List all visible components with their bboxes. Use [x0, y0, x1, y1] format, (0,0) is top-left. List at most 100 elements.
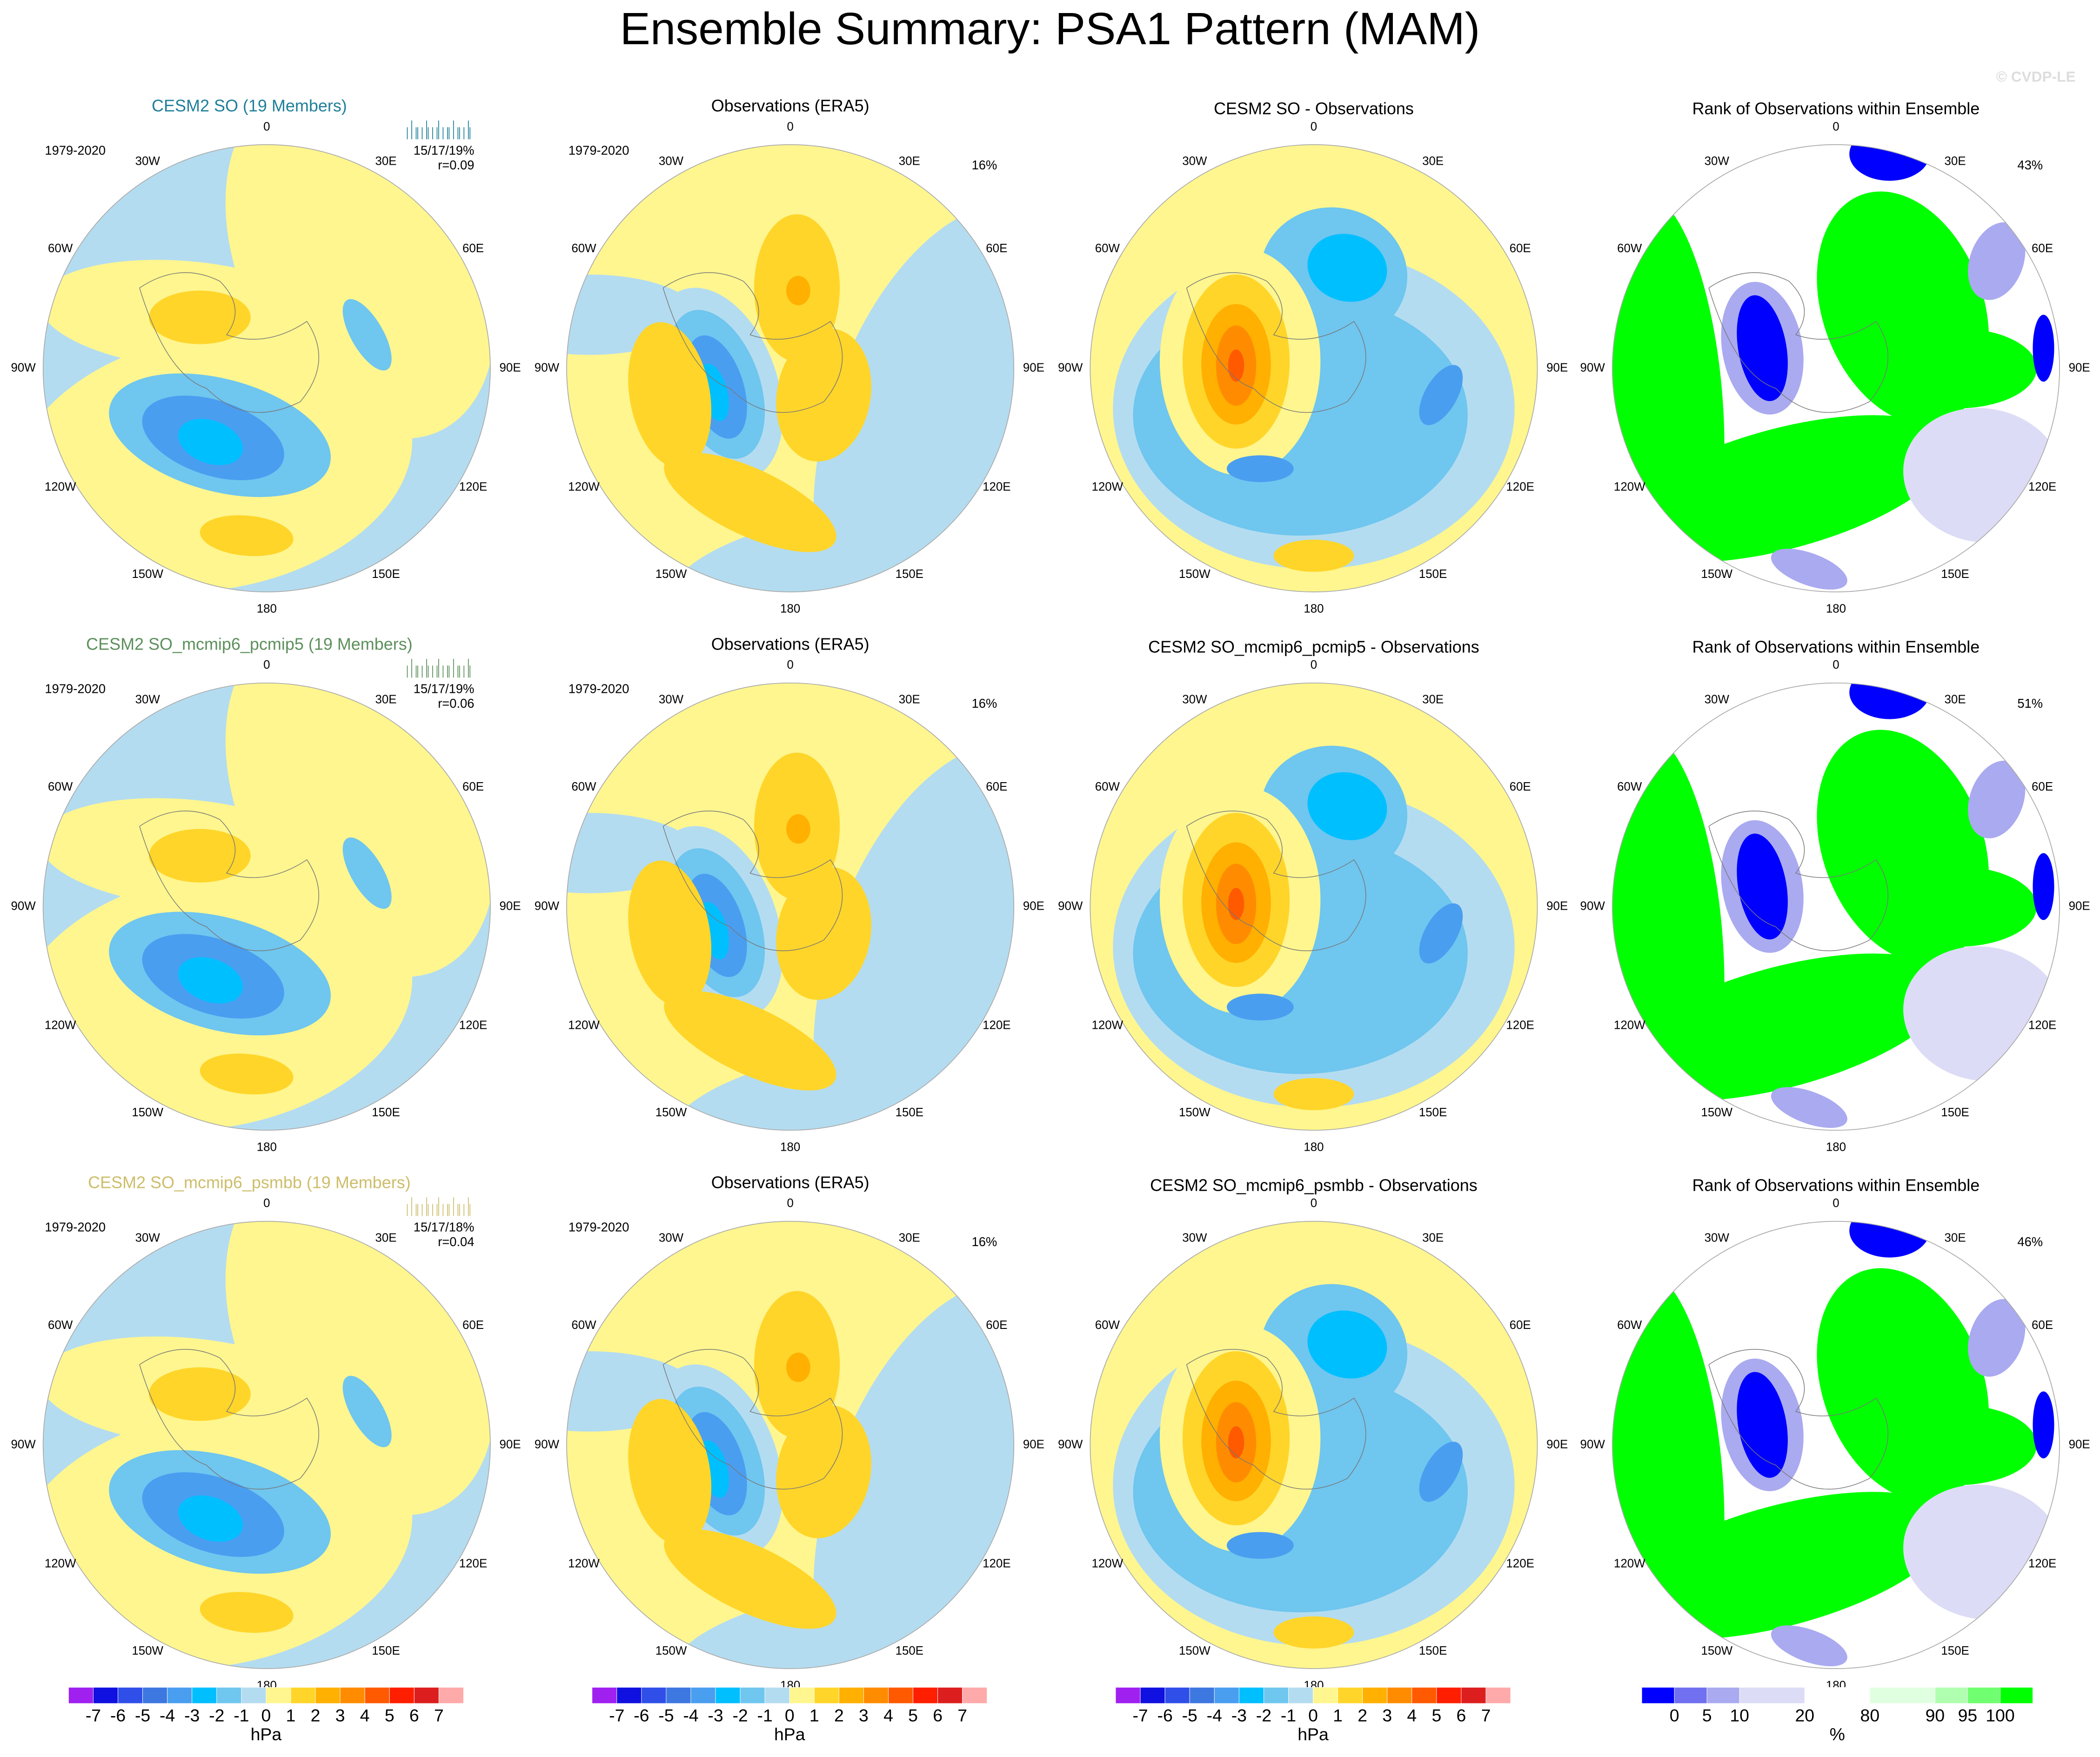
lon-label: 60E — [1510, 242, 1531, 255]
lon-label: 30E — [899, 1232, 920, 1245]
colorbar-box — [1115, 1687, 1141, 1704]
lon-label: 30E — [899, 693, 920, 706]
lon-label: 60W — [571, 1319, 596, 1332]
panel-title: Rank of Observations within Ensemble — [1692, 637, 1980, 656]
coastline — [1186, 272, 1366, 413]
lon-label: 150W — [1179, 1106, 1211, 1119]
colorbar-tick-label: 4 — [883, 1706, 893, 1725]
lon-label: 120W — [45, 480, 76, 493]
member-stats: 15/17/19% — [414, 143, 475, 157]
lon-label: 30E — [899, 155, 920, 168]
colorbar-tick-label: 3 — [335, 1706, 345, 1725]
colorbar-box — [690, 1687, 716, 1704]
pattern-region — [776, 329, 871, 462]
lon-label: 180 — [1304, 602, 1324, 615]
pattern-region — [1273, 1078, 1354, 1110]
colorbar-box — [789, 1687, 815, 1704]
colorbar-box — [1869, 1687, 1935, 1704]
pattern-region — [1849, 1221, 1930, 1258]
panel-title: CESM2 SO_mcmip6_pcmip5 - Observations — [1148, 637, 1479, 656]
lon-label: 120W — [1091, 1557, 1123, 1570]
lon-label: 180 — [1304, 1140, 1324, 1153]
lon-label: 120W — [1614, 480, 1645, 493]
colorbar-box — [118, 1687, 143, 1704]
pattern-region — [1228, 1426, 1244, 1459]
lon-label: 60W — [1617, 1319, 1642, 1332]
lon-label: 150W — [132, 1644, 163, 1657]
colorbar-box — [1967, 1687, 2000, 1704]
lon-label: 30W — [135, 693, 161, 706]
colorbar-box — [1338, 1687, 1363, 1704]
colorbar-tick-label: -3 — [1231, 1706, 1247, 1725]
map — [1612, 1221, 2060, 1669]
coastline — [1186, 811, 1366, 952]
lon-label: 60W — [1617, 242, 1642, 255]
map — [1090, 144, 1538, 592]
colorbar-unit: hPa — [251, 1724, 282, 1744]
colorbar-tick-label: 5 — [1431, 1706, 1441, 1725]
colorbar-box — [290, 1687, 316, 1704]
pattern-region — [149, 1367, 251, 1421]
pattern-region — [149, 290, 251, 344]
lon-label: 90E — [2069, 899, 2090, 912]
map-border — [566, 682, 1015, 1131]
lon-label: 30W — [1705, 155, 1730, 168]
percent: 16% — [972, 1234, 997, 1249]
lon-label: 60E — [1510, 780, 1531, 793]
colorbar-tick-label: -2 — [732, 1706, 748, 1725]
lon-label: 150W — [655, 568, 687, 581]
lon-label: 150E — [896, 568, 923, 581]
map-border — [1090, 144, 1538, 592]
lon-label: 60E — [462, 1319, 484, 1332]
lon-label: 120E — [983, 480, 1010, 493]
colorbar-tick-label: 7 — [434, 1706, 444, 1725]
colorbar-box — [641, 1687, 667, 1704]
panel-title: Observations (ERA5) — [711, 635, 869, 654]
colorbar-tick-label: 5 — [1702, 1706, 1712, 1725]
pattern-region — [1613, 1492, 1952, 1639]
colorbar-tick-label: 10 — [1730, 1706, 1749, 1725]
map-border — [1612, 1221, 2060, 1669]
pattern-region — [1968, 222, 2026, 300]
lon-label: 120E — [459, 480, 487, 493]
pattern-region — [178, 1495, 243, 1542]
colorbar-tick-label: 2 — [311, 1706, 321, 1725]
pattern-region — [1849, 683, 1930, 719]
colorbar-box — [93, 1687, 118, 1704]
colorbar-tick-label: 5 — [385, 1706, 395, 1725]
lon-label: 30W — [659, 693, 684, 706]
colorbar-box — [740, 1687, 765, 1704]
colorbar-box — [266, 1687, 291, 1704]
colorbar-tick-label: 6 — [1457, 1706, 1466, 1725]
lon-label: 150W — [655, 1644, 687, 1657]
pattern-region — [1419, 1442, 1463, 1502]
pattern-region — [1737, 1372, 1788, 1478]
colorbar-box — [1189, 1687, 1215, 1704]
lon-label: 90W — [1058, 1438, 1083, 1451]
panel-title: Observations (ERA5) — [711, 1173, 869, 1192]
panel-title: Rank of Observations within Ensemble — [1692, 1175, 1980, 1194]
lon-label: 120E — [983, 1019, 1010, 1032]
pattern-region — [1968, 1299, 2026, 1377]
colorbar-box — [764, 1687, 790, 1704]
colorbar-box — [1641, 1687, 1675, 1704]
map-border — [566, 144, 1015, 592]
colorbar-tick-label: 7 — [1481, 1706, 1491, 1725]
lon-label: 30W — [135, 155, 161, 168]
colorbar-box — [1238, 1687, 1264, 1704]
lon-label: 60W — [48, 1319, 73, 1332]
pattern-region — [178, 957, 243, 1004]
colorbar-box — [68, 1687, 94, 1704]
lon-label: 30W — [659, 1232, 684, 1245]
colorbar-tick-label: 7 — [957, 1706, 967, 1725]
colorbar-tick-label: 0 — [1308, 1706, 1318, 1725]
pattern-region — [672, 509, 989, 592]
lon-label: 150E — [896, 1644, 923, 1657]
colorbar-tick-label: -6 — [110, 1706, 126, 1725]
map — [1612, 144, 2060, 592]
colorbar-box — [1804, 1687, 1870, 1704]
colorbar-box — [863, 1687, 889, 1704]
pattern-region — [1613, 953, 1952, 1101]
pattern-region — [1737, 295, 1788, 402]
